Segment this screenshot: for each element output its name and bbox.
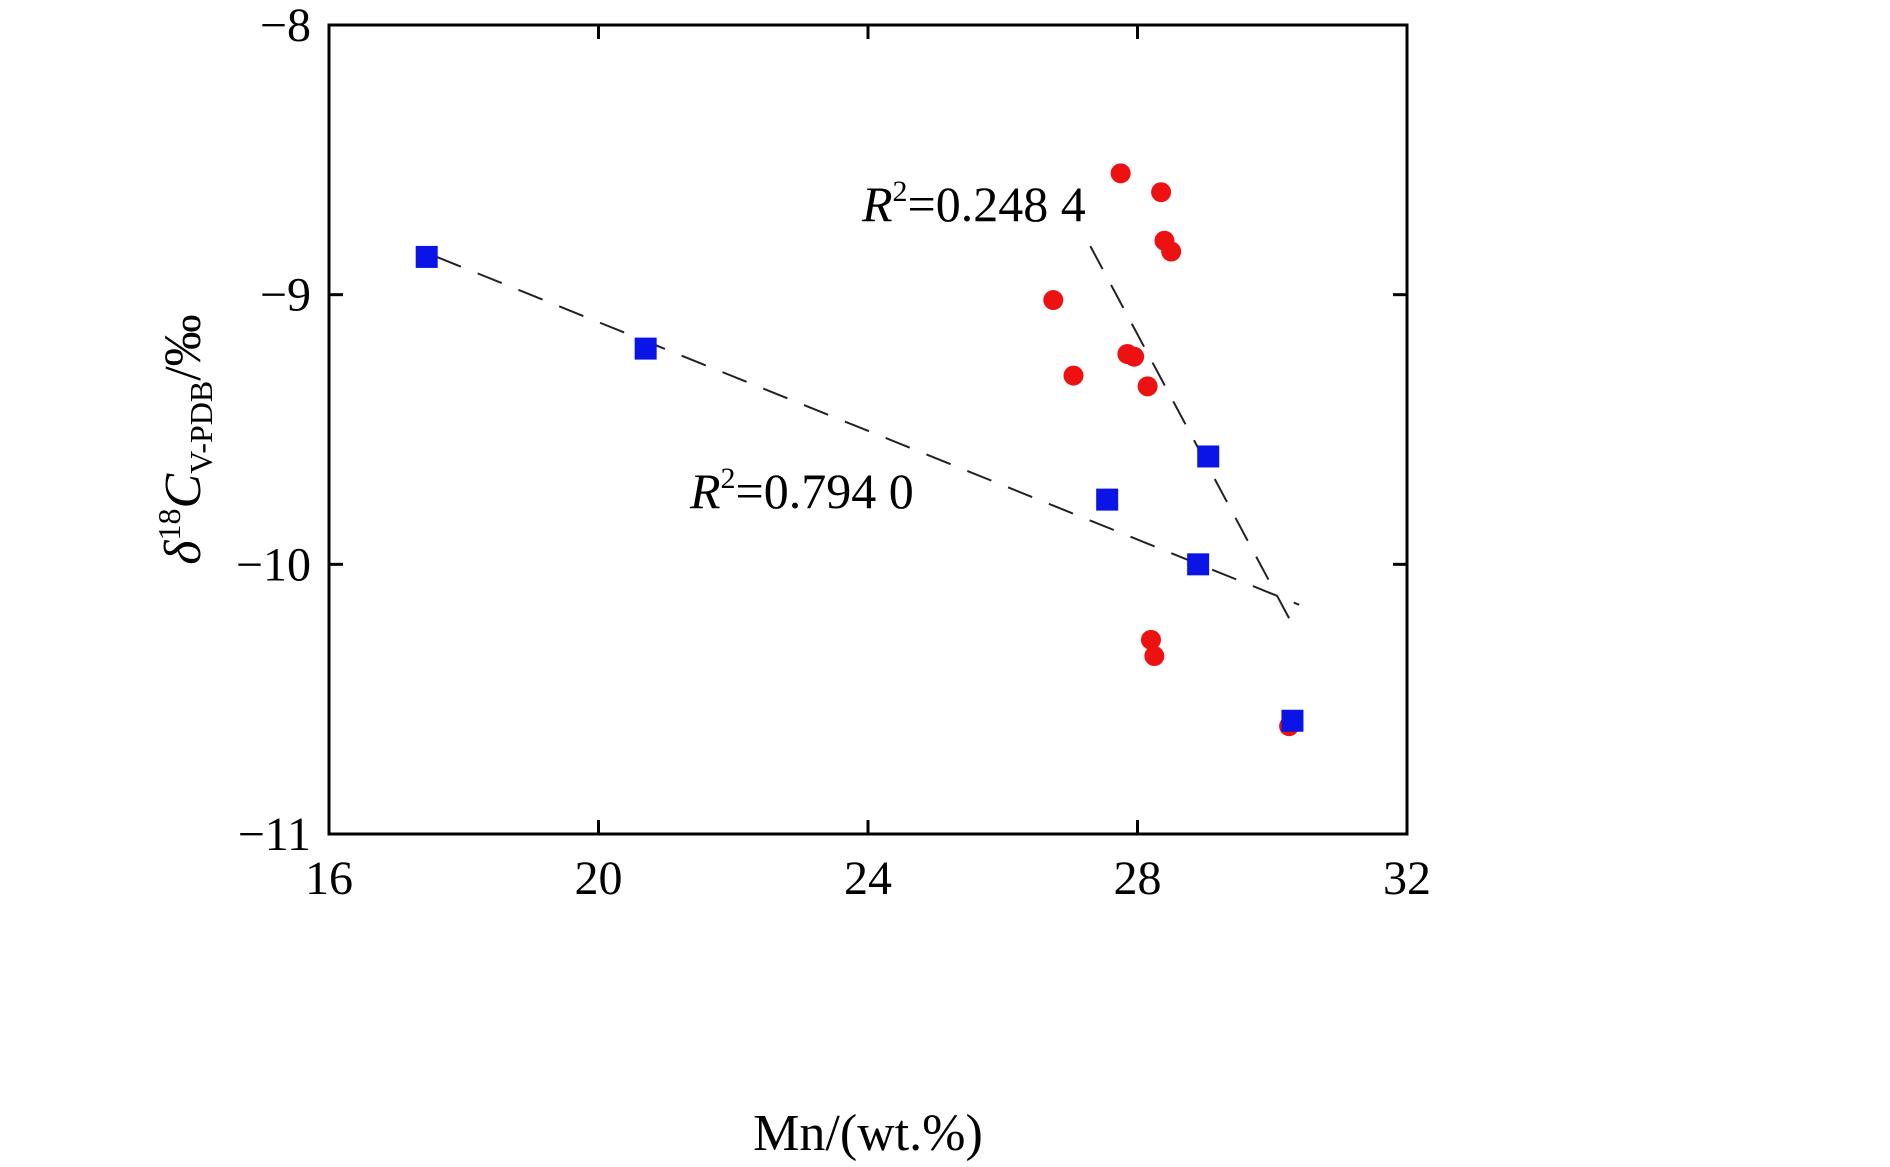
data-point-circle bbox=[1110, 163, 1131, 184]
data-point-circle bbox=[1137, 376, 1158, 397]
y-axis-title-symbol: δ bbox=[155, 540, 212, 565]
y-tick-label: −10 bbox=[236, 538, 311, 591]
x-axis-tick-labels: 16 20 24 28 32 bbox=[305, 852, 1431, 905]
data-point-circle bbox=[1124, 346, 1145, 367]
x-tick-label: 20 bbox=[575, 852, 623, 905]
r-squared-annotation-squares: R2=0.794 0 bbox=[689, 462, 914, 519]
y-axis-title-variable: C bbox=[155, 473, 212, 509]
data-point-square bbox=[1096, 488, 1119, 511]
data-point-circle bbox=[1063, 365, 1084, 386]
x-tick-label: 32 bbox=[1383, 852, 1431, 905]
x-axis-title: Mn/(wt.%) bbox=[753, 1105, 983, 1162]
data-point-square bbox=[1281, 709, 1304, 732]
trendline-layer bbox=[436, 245, 1300, 619]
data-point-circle bbox=[1140, 629, 1161, 650]
y-tick-label: −8 bbox=[260, 0, 311, 52]
x-tick-label: 28 bbox=[1114, 852, 1162, 905]
y-axis-title-superscript: 18 bbox=[151, 509, 187, 541]
data-point-square bbox=[415, 245, 438, 268]
data-point-circle bbox=[1161, 241, 1182, 262]
r-squared-annotation-circles: R2=0.248 4 bbox=[861, 175, 1086, 232]
x-tick-label: 16 bbox=[305, 852, 353, 905]
data-point-circle bbox=[1144, 646, 1165, 667]
data-point-square bbox=[1197, 445, 1220, 468]
data-point-circle bbox=[1043, 290, 1064, 311]
x-tick-label: 24 bbox=[844, 852, 892, 905]
trendline-squares bbox=[436, 255, 1300, 606]
axis-ticks bbox=[327, 23, 1409, 836]
data-point-square bbox=[1187, 553, 1210, 576]
y-tick-label: −9 bbox=[260, 269, 311, 322]
y-tick-label: −11 bbox=[238, 808, 311, 861]
data-point-square bbox=[634, 337, 657, 360]
y-axis-title: δ18CV-PDB/‰ bbox=[151, 314, 219, 564]
y-axis-title-subscript: V-PDB bbox=[183, 381, 219, 474]
data-marks-layer bbox=[415, 163, 1304, 737]
plot-frame bbox=[327, 23, 1409, 836]
y-axis-tick-labels: −8 −9 −10 −11 bbox=[236, 0, 311, 861]
data-point-circle bbox=[1151, 182, 1172, 203]
y-axis-title-unit: /‰ bbox=[155, 314, 212, 380]
